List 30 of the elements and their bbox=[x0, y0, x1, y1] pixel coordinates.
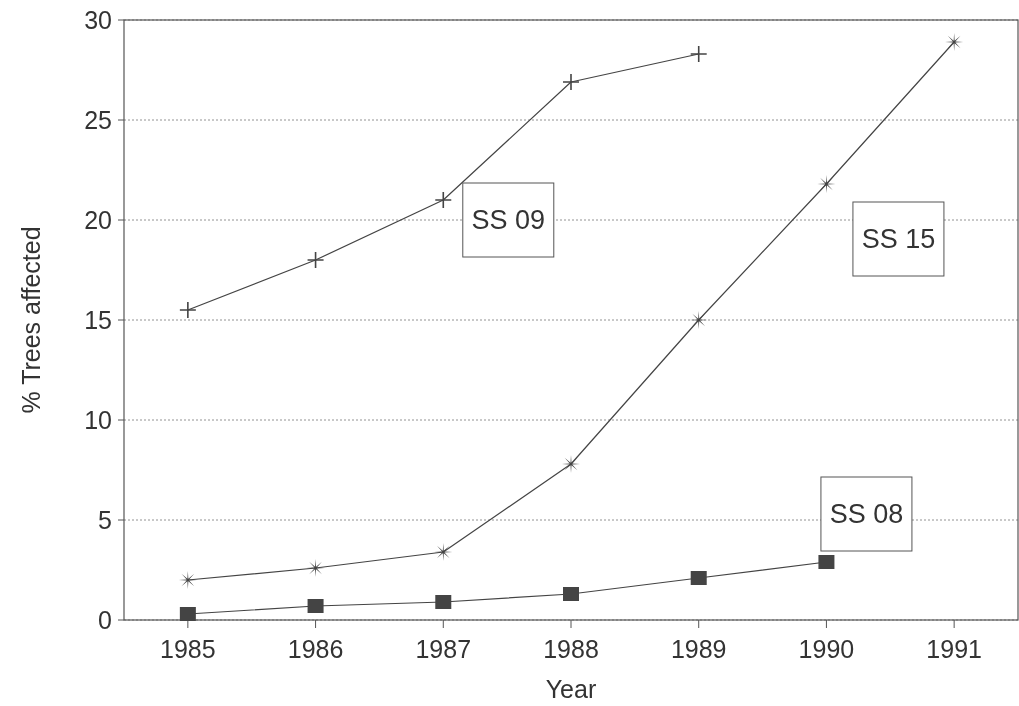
series-label: SS 09 bbox=[471, 205, 546, 236]
point bbox=[306, 251, 325, 269]
point bbox=[179, 301, 197, 319]
point bbox=[690, 571, 707, 585]
series-label: SS 08 bbox=[829, 499, 904, 530]
x-tick-label: 1987 bbox=[415, 635, 472, 663]
y-tick-label: 5 bbox=[98, 505, 112, 534]
point bbox=[307, 599, 324, 613]
point bbox=[562, 73, 580, 91]
point bbox=[435, 595, 452, 609]
x-tick-label: 1989 bbox=[670, 635, 727, 663]
point bbox=[434, 191, 453, 209]
y-tick-label: 25 bbox=[84, 105, 112, 134]
x-tick-label: 1990 bbox=[798, 635, 855, 663]
y-tick-label: 20 bbox=[84, 205, 112, 234]
point bbox=[179, 607, 196, 621]
series-label: SS 15 bbox=[861, 224, 936, 255]
point bbox=[689, 45, 708, 63]
x-tick-label: 1985 bbox=[160, 635, 216, 663]
x-axis-title: Year bbox=[545, 675, 597, 703]
y-tick-label: 10 bbox=[84, 405, 112, 434]
y-axis-title: % Trees affected bbox=[17, 226, 45, 414]
x-tick-label: 1991 bbox=[926, 635, 982, 663]
y-tick-label: 15 bbox=[84, 305, 112, 334]
y-tick-label: 0 bbox=[98, 605, 112, 634]
y-tick-label: 30 bbox=[84, 5, 112, 34]
x-tick-label: 1988 bbox=[543, 635, 599, 663]
point bbox=[818, 555, 835, 569]
point bbox=[563, 587, 579, 601]
x-tick-label: 1986 bbox=[287, 635, 344, 663]
